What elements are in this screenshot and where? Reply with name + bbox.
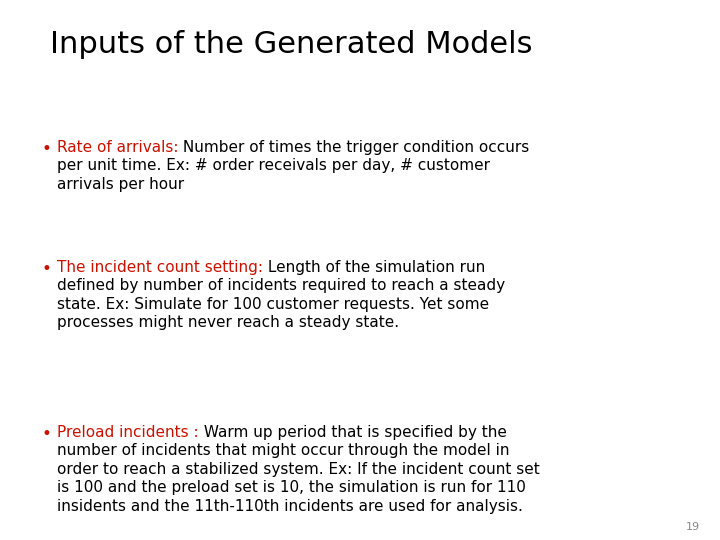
Text: processes might never reach a steady state.: processes might never reach a steady sta… [57,315,399,330]
Text: state. Ex: Simulate for 100 customer requests. Yet some: state. Ex: Simulate for 100 customer req… [57,297,489,312]
Text: order to reach a stabilized system. Ex: If the incident count set: order to reach a stabilized system. Ex: … [57,462,540,477]
Text: number of incidents that might occur through the model in: number of incidents that might occur thr… [57,443,510,458]
Text: Warm up period that is specified by the: Warm up period that is specified by the [199,425,506,440]
Text: defined by number of incidents required to reach a steady: defined by number of incidents required … [57,279,505,293]
Text: •: • [42,260,52,278]
Text: is 100 and the preload set is 10, the simulation is run for 110: is 100 and the preload set is 10, the si… [57,481,526,495]
Text: 19: 19 [686,522,700,532]
Text: Number of times the trigger condition occurs: Number of times the trigger condition oc… [179,140,530,155]
Text: •: • [42,425,52,443]
Text: •: • [42,140,52,158]
Text: Length of the simulation run: Length of the simulation run [263,260,485,275]
Text: The incident count setting:: The incident count setting: [57,260,263,275]
Text: arrivals per hour: arrivals per hour [57,177,184,192]
Text: Preload incidents :: Preload incidents : [57,425,199,440]
Text: Inputs of the Generated Models: Inputs of the Generated Models [50,30,533,59]
Text: insidents and the 11th-110th incidents are used for analysis.: insidents and the 11th-110th incidents a… [57,499,523,514]
Text: Rate of arrivals:: Rate of arrivals: [57,140,179,155]
Text: per unit time. Ex: # order receivals per day, # customer: per unit time. Ex: # order receivals per… [57,158,490,173]
